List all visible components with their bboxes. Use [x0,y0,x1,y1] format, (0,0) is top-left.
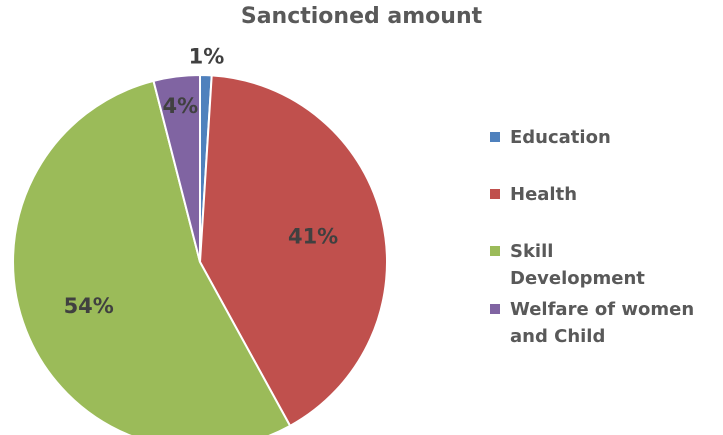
legend-label-skill-development: Skill Development [510,241,645,289]
chart-title: Sanctioned amount [240,4,483,29]
pie-slice-welfare [152,73,201,263]
legend-swatch-welfare [490,304,500,314]
pie-slice-skill-development [12,79,292,435]
legend-swatch-health [490,189,500,199]
legend-label-health: Health [510,184,578,205]
legend-label-welfare: Welfare of women and Child [510,299,695,347]
legend-item-health: Health [490,181,720,208]
legend-swatch-education [490,132,500,142]
data-label-skill-development: 54% [64,294,114,318]
data-label-health: 41% [288,225,338,249]
legend-item-skill-development: Skill Development [490,238,680,292]
legend-label-education: Education [510,127,611,148]
legend-item-education: Education [490,124,720,151]
legend-swatch-skill-development [490,246,500,256]
legend-item-welfare: Welfare of women and Child [490,296,720,350]
data-label-welfare: 4% [162,94,198,118]
pie-slice-health [198,74,388,428]
data-label-education: 1% [189,44,225,68]
